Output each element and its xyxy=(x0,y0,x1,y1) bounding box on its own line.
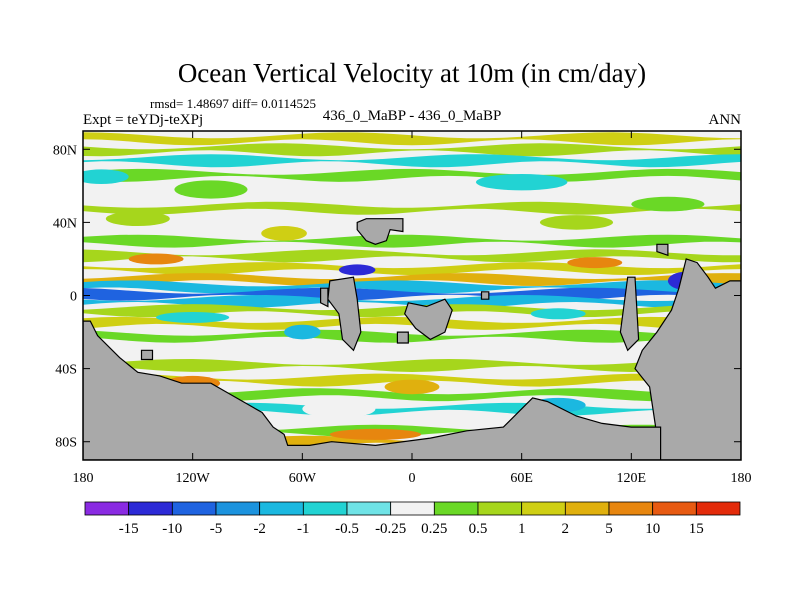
y-axis: 80N 40N 0 40S 80S xyxy=(53,143,741,451)
y-tick-label: 80N xyxy=(53,143,77,158)
contour-patch xyxy=(83,169,129,185)
colorbar-label: -5 xyxy=(210,521,223,537)
contour-patch xyxy=(530,308,586,320)
colorbar-label: -2 xyxy=(253,521,266,537)
contour-patch xyxy=(261,226,307,241)
experiment-label: Expt = teYDj-teXPj xyxy=(83,112,203,128)
contour-band xyxy=(83,168,741,182)
contour-band xyxy=(83,154,741,168)
contour-patch xyxy=(284,324,321,340)
y-tick-label: 80S xyxy=(55,436,77,451)
contour-patch xyxy=(475,173,568,191)
contour-band xyxy=(83,234,741,248)
colorbar-label: -0.25 xyxy=(375,521,406,537)
y-tick-label: 40N xyxy=(53,216,77,231)
colorbar-label: 2 xyxy=(562,521,570,537)
colorbar-swatch xyxy=(695,501,741,516)
contour-patch xyxy=(539,215,614,230)
contour-band xyxy=(83,185,741,199)
colorbar-label: 15 xyxy=(689,521,704,537)
map-field xyxy=(83,131,741,460)
colorbar-swatch xyxy=(652,501,697,516)
contour-band xyxy=(83,329,741,343)
contour-patch xyxy=(631,196,705,212)
colorbar-swatch xyxy=(433,501,479,516)
x-tick-label: 0 xyxy=(409,471,416,486)
contour-patch xyxy=(128,253,184,265)
colorbar-swatch xyxy=(521,501,566,516)
australia-land xyxy=(634,258,741,460)
colorbar-label: -10 xyxy=(162,521,182,537)
south-america-land xyxy=(327,276,362,352)
contour-patch xyxy=(567,257,623,269)
contour-patch xyxy=(105,211,170,227)
colorbar-swatch xyxy=(259,501,304,516)
contour-patch xyxy=(174,180,248,199)
x-tick-label: 120W xyxy=(176,471,211,486)
x-tick-label: 180 xyxy=(73,471,94,486)
colorbar-label: -0.5 xyxy=(335,521,359,537)
contour-band xyxy=(83,143,741,157)
antarctica-land xyxy=(83,320,662,460)
colorbar-label: 1 xyxy=(518,521,526,537)
x-tick-label: 60E xyxy=(510,471,533,486)
contour-patch xyxy=(302,399,376,418)
land-mask xyxy=(83,218,741,460)
colorbar-label: 10 xyxy=(645,521,660,537)
small-atoll-land xyxy=(140,349,154,361)
contour-band xyxy=(83,280,741,294)
contour-band xyxy=(83,220,741,233)
contour-patch xyxy=(329,428,422,440)
colorbar-label: 0.25 xyxy=(421,521,447,537)
x-tick-label: 120E xyxy=(617,471,647,486)
colorbar-swatch xyxy=(84,501,130,516)
small-island-land xyxy=(396,331,409,344)
contour-band xyxy=(83,201,741,215)
north-america-land xyxy=(356,218,404,245)
colorbar-label: 0.5 xyxy=(469,521,488,537)
contour-band xyxy=(83,344,741,358)
x-axis: 180 120W 60W 0 60E 120E 180 xyxy=(73,131,752,486)
colorbar-swatch xyxy=(128,501,173,516)
contour-patch xyxy=(384,379,440,395)
season-label: ANN xyxy=(709,112,742,128)
stats-label: rmsd= 1.48697 diff= 0.0114525 xyxy=(150,96,316,111)
contour-band xyxy=(83,359,741,372)
colorbar-swatch xyxy=(171,501,217,516)
contour-band xyxy=(83,249,741,263)
y-tick-label: 0 xyxy=(70,290,77,305)
x-tick-label: 180 xyxy=(731,471,752,486)
colorbar-label: 5 xyxy=(605,521,613,537)
contour-patch xyxy=(338,264,376,276)
india-strip-land xyxy=(619,276,640,352)
colorbar-label: -1 xyxy=(297,521,310,537)
colorbar-label: -15 xyxy=(119,521,139,537)
contour-patch xyxy=(443,343,490,358)
africa-land xyxy=(404,298,453,341)
x-tick-label: 60W xyxy=(289,471,317,486)
colorbar-swatch xyxy=(477,501,523,516)
colorbar-swatch xyxy=(346,501,392,516)
equatorial-islet-land xyxy=(480,291,490,300)
y-tick-label: 40S xyxy=(55,363,77,378)
contour-patches xyxy=(83,169,705,440)
case-label: 436_0_MaBP - 436_0_MaBP xyxy=(323,108,502,124)
colorbar: -15 -10 -5 -2 -1 -0.5 -0.25 0.25 0.5 1 2 5 10 15 xyxy=(84,501,741,537)
chart-title: Ocean Vertical Velocity at 10m (in cm/da… xyxy=(178,58,646,88)
contour-band xyxy=(83,388,741,402)
asia-land xyxy=(656,243,669,257)
colorbar-swatch xyxy=(564,501,610,516)
contour-band xyxy=(83,295,741,308)
colorbar-swatch xyxy=(302,501,348,516)
contour-band xyxy=(83,273,741,286)
contour-band xyxy=(83,132,741,146)
colorbar-swatch xyxy=(390,501,435,516)
colorbar-swatch xyxy=(608,501,654,516)
contour-patch xyxy=(156,311,230,323)
colorbar-swatch xyxy=(215,501,261,516)
central-island-land xyxy=(320,287,329,308)
